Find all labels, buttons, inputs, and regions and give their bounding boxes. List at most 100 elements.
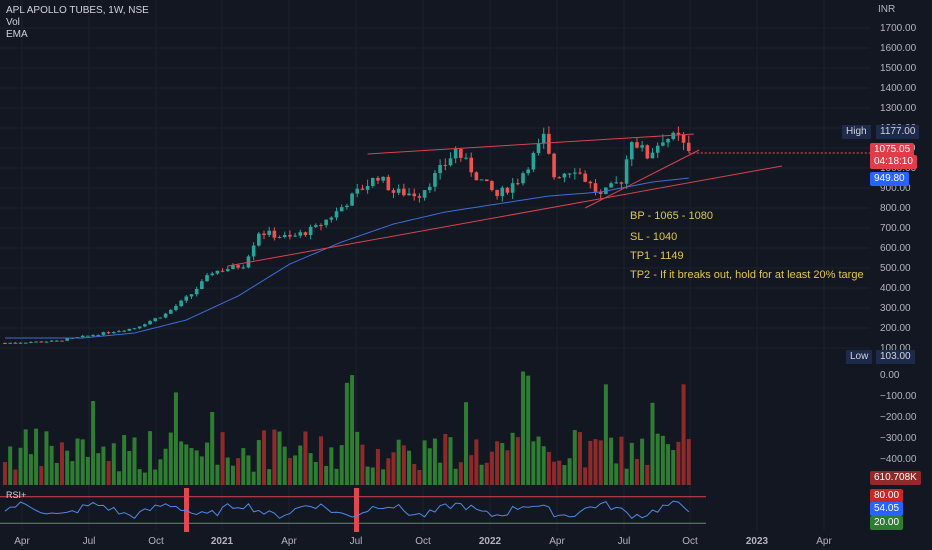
candle-body — [365, 185, 370, 190]
volume-bar — [572, 430, 577, 485]
price-tick-label: 900.00 — [880, 183, 911, 194]
candle-body — [655, 145, 660, 153]
volume-tick-label: −200.00 — [880, 412, 917, 423]
candle-body — [417, 196, 422, 198]
candle-body — [500, 187, 505, 197]
low-label: Low — [846, 350, 873, 364]
candle-body — [370, 177, 375, 186]
candle-body — [184, 296, 189, 301]
volume-bar — [479, 464, 484, 485]
rsi-label[interactable]: RSI+ — [6, 490, 27, 500]
time-tick-label: 2022 — [479, 536, 502, 547]
candle-body — [443, 165, 448, 167]
candle-body — [215, 270, 220, 274]
volume-bar — [163, 448, 168, 485]
volume-bar — [199, 456, 204, 485]
time-tick-label: Apr — [549, 536, 565, 547]
candle-body — [479, 179, 484, 181]
candle-body — [541, 133, 546, 144]
volume-bar — [194, 450, 199, 485]
volume-bar — [18, 447, 23, 485]
volume-bar — [598, 440, 603, 485]
candle-body — [194, 288, 199, 295]
candle-body — [314, 225, 318, 227]
candle-body — [531, 153, 536, 170]
ema-indicator-label[interactable]: EMA — [6, 29, 28, 40]
candle-body — [448, 158, 453, 166]
candle-body — [521, 173, 525, 184]
currency-label: INR — [878, 4, 896, 15]
candle-body — [236, 265, 240, 268]
volume-bar — [210, 412, 215, 485]
candle-body — [583, 173, 587, 182]
volume-bar — [401, 445, 406, 485]
volume-bar — [13, 469, 18, 485]
volume-bar — [536, 436, 541, 485]
candle-body — [526, 169, 530, 174]
candle-body — [60, 340, 64, 342]
candle-body — [3, 343, 7, 344]
candle-body — [127, 328, 132, 331]
volume-bar — [660, 435, 665, 485]
candle-body — [402, 188, 406, 196]
volume-bar — [132, 437, 137, 485]
volume-bar — [412, 463, 417, 485]
candle-body — [91, 335, 95, 337]
volume-tick-label: 0.00 — [880, 370, 900, 381]
candle-body — [339, 207, 344, 212]
volume-bar — [634, 459, 639, 485]
volume-bar — [85, 456, 90, 485]
volume-bar — [489, 451, 494, 485]
candle-body — [55, 340, 59, 342]
volume-bar — [531, 441, 536, 485]
volume-bar — [173, 392, 178, 485]
candle-body — [469, 157, 473, 173]
price-tick-label: 800.00 — [880, 203, 911, 214]
volume-bar — [65, 450, 70, 485]
candle-body — [23, 342, 28, 344]
candle-body — [464, 157, 468, 159]
volume-bar — [127, 451, 132, 485]
price-tick-label: 400.00 — [880, 283, 911, 294]
candle-body — [650, 152, 655, 159]
volume-bar — [49, 445, 54, 485]
candle-body — [614, 182, 619, 184]
candle-body — [645, 145, 650, 159]
candle-body — [681, 134, 686, 143]
candle-body — [573, 172, 577, 174]
volume-bar — [686, 439, 691, 485]
candle-body — [593, 183, 598, 192]
candle-body — [624, 159, 629, 184]
candle-body — [334, 211, 339, 218]
volume-bar — [381, 469, 386, 485]
volume-bar — [96, 453, 101, 485]
note-tp2: TP2 - If it breaks out, hold for at leas… — [630, 269, 864, 281]
volume-bar — [246, 455, 251, 485]
volume-bar — [148, 431, 153, 485]
volume-bar — [593, 439, 598, 485]
candle-body — [396, 188, 401, 193]
volume-bar — [552, 461, 557, 485]
candle-body — [288, 234, 292, 237]
volume-bar — [158, 459, 163, 485]
volume-bar — [287, 457, 292, 485]
trendline — [584, 149, 700, 209]
candle-body — [686, 142, 691, 151]
vol-indicator-label[interactable]: Vol — [6, 17, 20, 28]
volume-bar — [303, 431, 308, 485]
candle-body — [433, 173, 437, 187]
candle-body — [179, 300, 183, 307]
candle-body — [329, 217, 334, 220]
volume-bar — [272, 429, 277, 485]
candlesticks — [3, 126, 691, 344]
volume-bar — [510, 432, 515, 485]
candle-body — [132, 328, 137, 330]
candle-body — [49, 340, 54, 342]
volume-bar — [629, 442, 634, 485]
candle-body — [298, 232, 303, 236]
symbol-title[interactable]: APL APOLLO TUBES, 1W, NSE — [6, 5, 149, 16]
candle-body — [350, 193, 354, 206]
candle-body — [303, 232, 308, 236]
candle-body — [158, 317, 163, 319]
